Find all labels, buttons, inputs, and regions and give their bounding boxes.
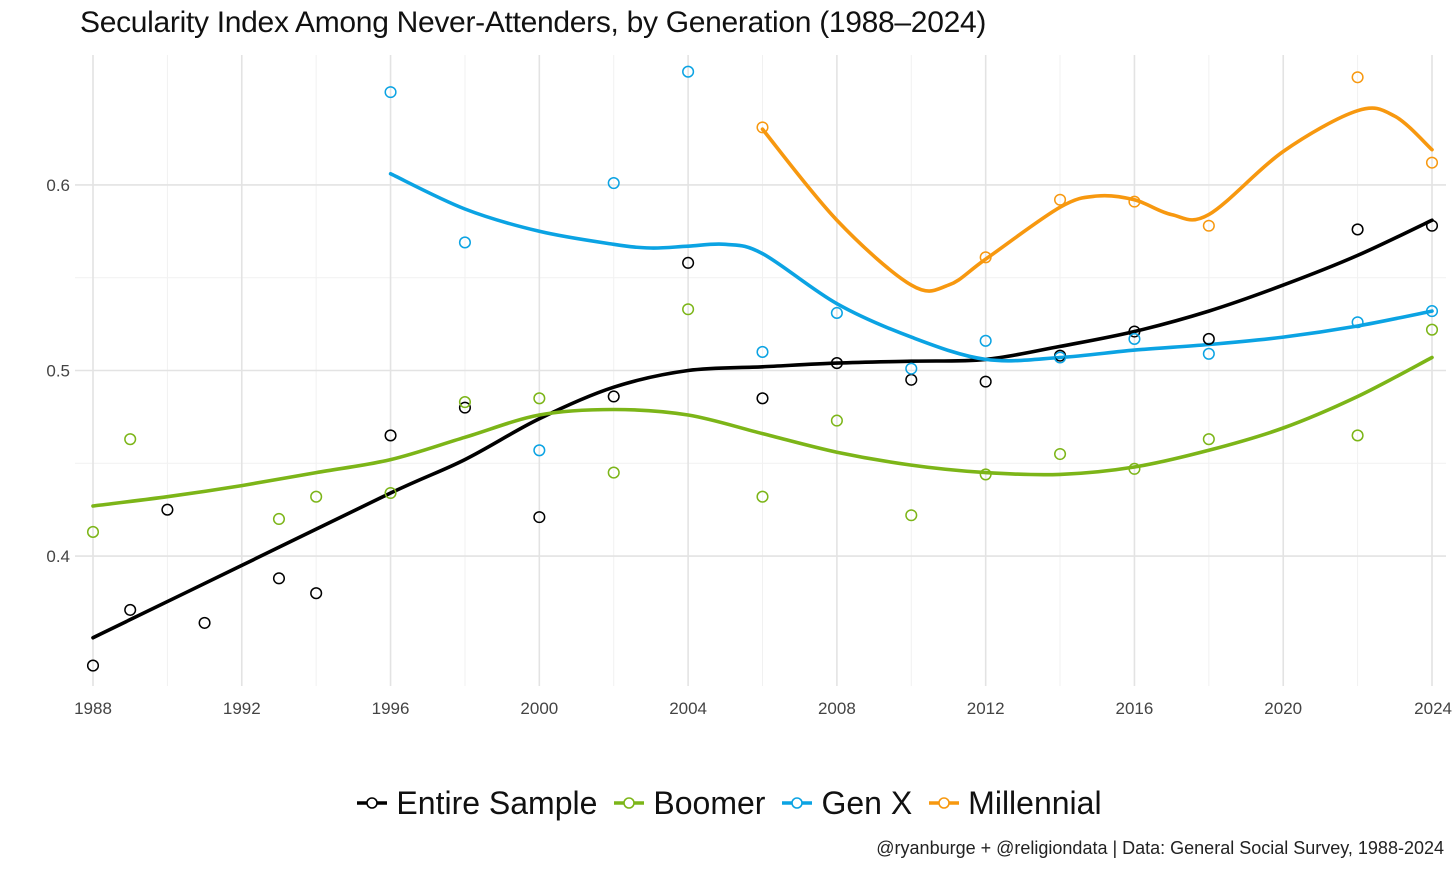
x-tick-label: 2004: [669, 699, 707, 718]
smooth-line-entire-sample: [91, 218, 1434, 640]
legend-item-gen-x: Gen X: [779, 785, 912, 822]
point-gen-x: [830, 306, 843, 320]
legend-key-millennial: [929, 797, 960, 809]
point-entire-sample: [756, 392, 769, 405]
legend-label-millennial: Millennial: [968, 784, 1102, 821]
point-boomer: [533, 392, 546, 405]
legend-key-point: [366, 797, 379, 809]
point-entire-sample: [86, 659, 100, 672]
point-gen-x: [533, 444, 546, 457]
point-gen-x: [384, 86, 397, 99]
point-entire-sample: [310, 587, 323, 600]
point-millennial: [1054, 193, 1067, 206]
point-gen-x: [905, 362, 918, 375]
y-tick-label: 0.4: [46, 547, 70, 566]
point-millennial: [979, 251, 992, 264]
point-entire-sample: [458, 401, 471, 414]
point-millennial: [1128, 195, 1141, 208]
point-boomer: [756, 490, 769, 503]
point-boomer: [458, 396, 471, 409]
point-gen-x: [682, 65, 695, 78]
x-tick-label: 2020: [1264, 699, 1302, 718]
point-boomer: [310, 490, 323, 503]
legend-key-entire-sample: [357, 797, 388, 809]
point-entire-sample: [1202, 332, 1215, 346]
chart-title: Secularity Index Among Never-Attenders, …: [80, 6, 987, 39]
point-gen-x: [756, 345, 769, 358]
point-entire-sample: [198, 616, 211, 629]
x-tick-label: 1992: [223, 699, 261, 718]
point-gen-x: [458, 236, 471, 249]
y-tick-label: 0.5: [46, 362, 70, 381]
point-boomer: [979, 468, 992, 481]
x-tick-label: 1996: [372, 699, 410, 718]
x-tick-label: 2012: [967, 699, 1005, 718]
point-millennial: [1202, 219, 1215, 232]
point-entire-sample: [979, 375, 992, 388]
point-boomer: [384, 486, 397, 500]
legend-key-point: [938, 797, 950, 809]
point-entire-sample: [124, 603, 137, 616]
point-layer: [86, 65, 1439, 672]
point-boomer: [86, 525, 100, 539]
point-boomer: [682, 303, 695, 316]
x-tick-label: 2008: [818, 699, 856, 718]
point-entire-sample: [161, 503, 174, 516]
y-tick-label: 0.6: [46, 176, 70, 195]
point-entire-sample: [830, 357, 843, 370]
point-gen-x: [1128, 332, 1141, 346]
smooth-line-millennial: [760, 106, 1434, 293]
legend-label-boomer: Boomer: [653, 784, 766, 821]
source-caption: @ryanburge + @religiondata | Data: Gener…: [876, 838, 1444, 858]
point-boomer: [1054, 447, 1067, 461]
point-gen-x: [1202, 347, 1215, 360]
legend-key-boomer: [614, 797, 645, 809]
point-boomer: [124, 433, 137, 446]
legend-label-gen-x: Gen X: [821, 784, 913, 821]
axis-layer: 0.4 0.5 0.6 1988 1992 1996 2000 2004 2008 2012 201…: [46, 176, 1452, 718]
legend-label-entire-sample: Entire Sample: [396, 784, 598, 821]
point-entire-sample: [682, 256, 695, 269]
point-boomer: [830, 414, 843, 427]
point-gen-x: [1054, 351, 1067, 364]
x-tick-label: 2024: [1414, 699, 1452, 718]
legend-item-entire-sample: Entire Sample: [354, 785, 597, 822]
x-tick-label: 2016: [1116, 699, 1154, 718]
point-boomer: [905, 509, 918, 522]
x-tick-label: 1988: [74, 699, 112, 718]
point-boomer: [272, 512, 286, 526]
point-gen-x: [979, 334, 992, 347]
point-entire-sample: [384, 429, 397, 442]
legend-item-boomer: Boomer: [611, 785, 765, 822]
point-boomer: [1128, 462, 1141, 475]
point-gen-x: [1351, 316, 1364, 329]
point-millennial: [1425, 156, 1439, 169]
point-millennial: [756, 121, 769, 134]
point-entire-sample: [1351, 223, 1364, 236]
smooth-line-boomer: [91, 355, 1434, 508]
legend-key-gen-x: [782, 797, 813, 809]
point-entire-sample: [607, 390, 620, 403]
point-gen-x: [1425, 305, 1439, 318]
point-boomer: [1202, 433, 1215, 446]
point-entire-sample: [272, 572, 286, 585]
smooth-line-layer: [91, 106, 1434, 640]
legend-item-millennial: Millennial: [926, 784, 1102, 822]
point-gen-x: [607, 177, 620, 190]
legend-key-point: [791, 797, 804, 809]
grid-layer: [75, 55, 1446, 686]
point-entire-sample: [1128, 325, 1141, 338]
point-millennial: [1351, 71, 1364, 84]
point-boomer: [1425, 323, 1439, 336]
point-boomer: [607, 466, 620, 479]
legend: Entire Sample Boomer Gen X Millennial: [0, 778, 1456, 828]
point-entire-sample: [533, 511, 546, 524]
point-entire-sample: [1425, 219, 1439, 232]
smooth-line-gen-x: [388, 172, 1434, 363]
point-boomer: [1351, 429, 1364, 442]
legend-key-point: [623, 797, 636, 809]
x-tick-label: 2000: [520, 699, 558, 718]
